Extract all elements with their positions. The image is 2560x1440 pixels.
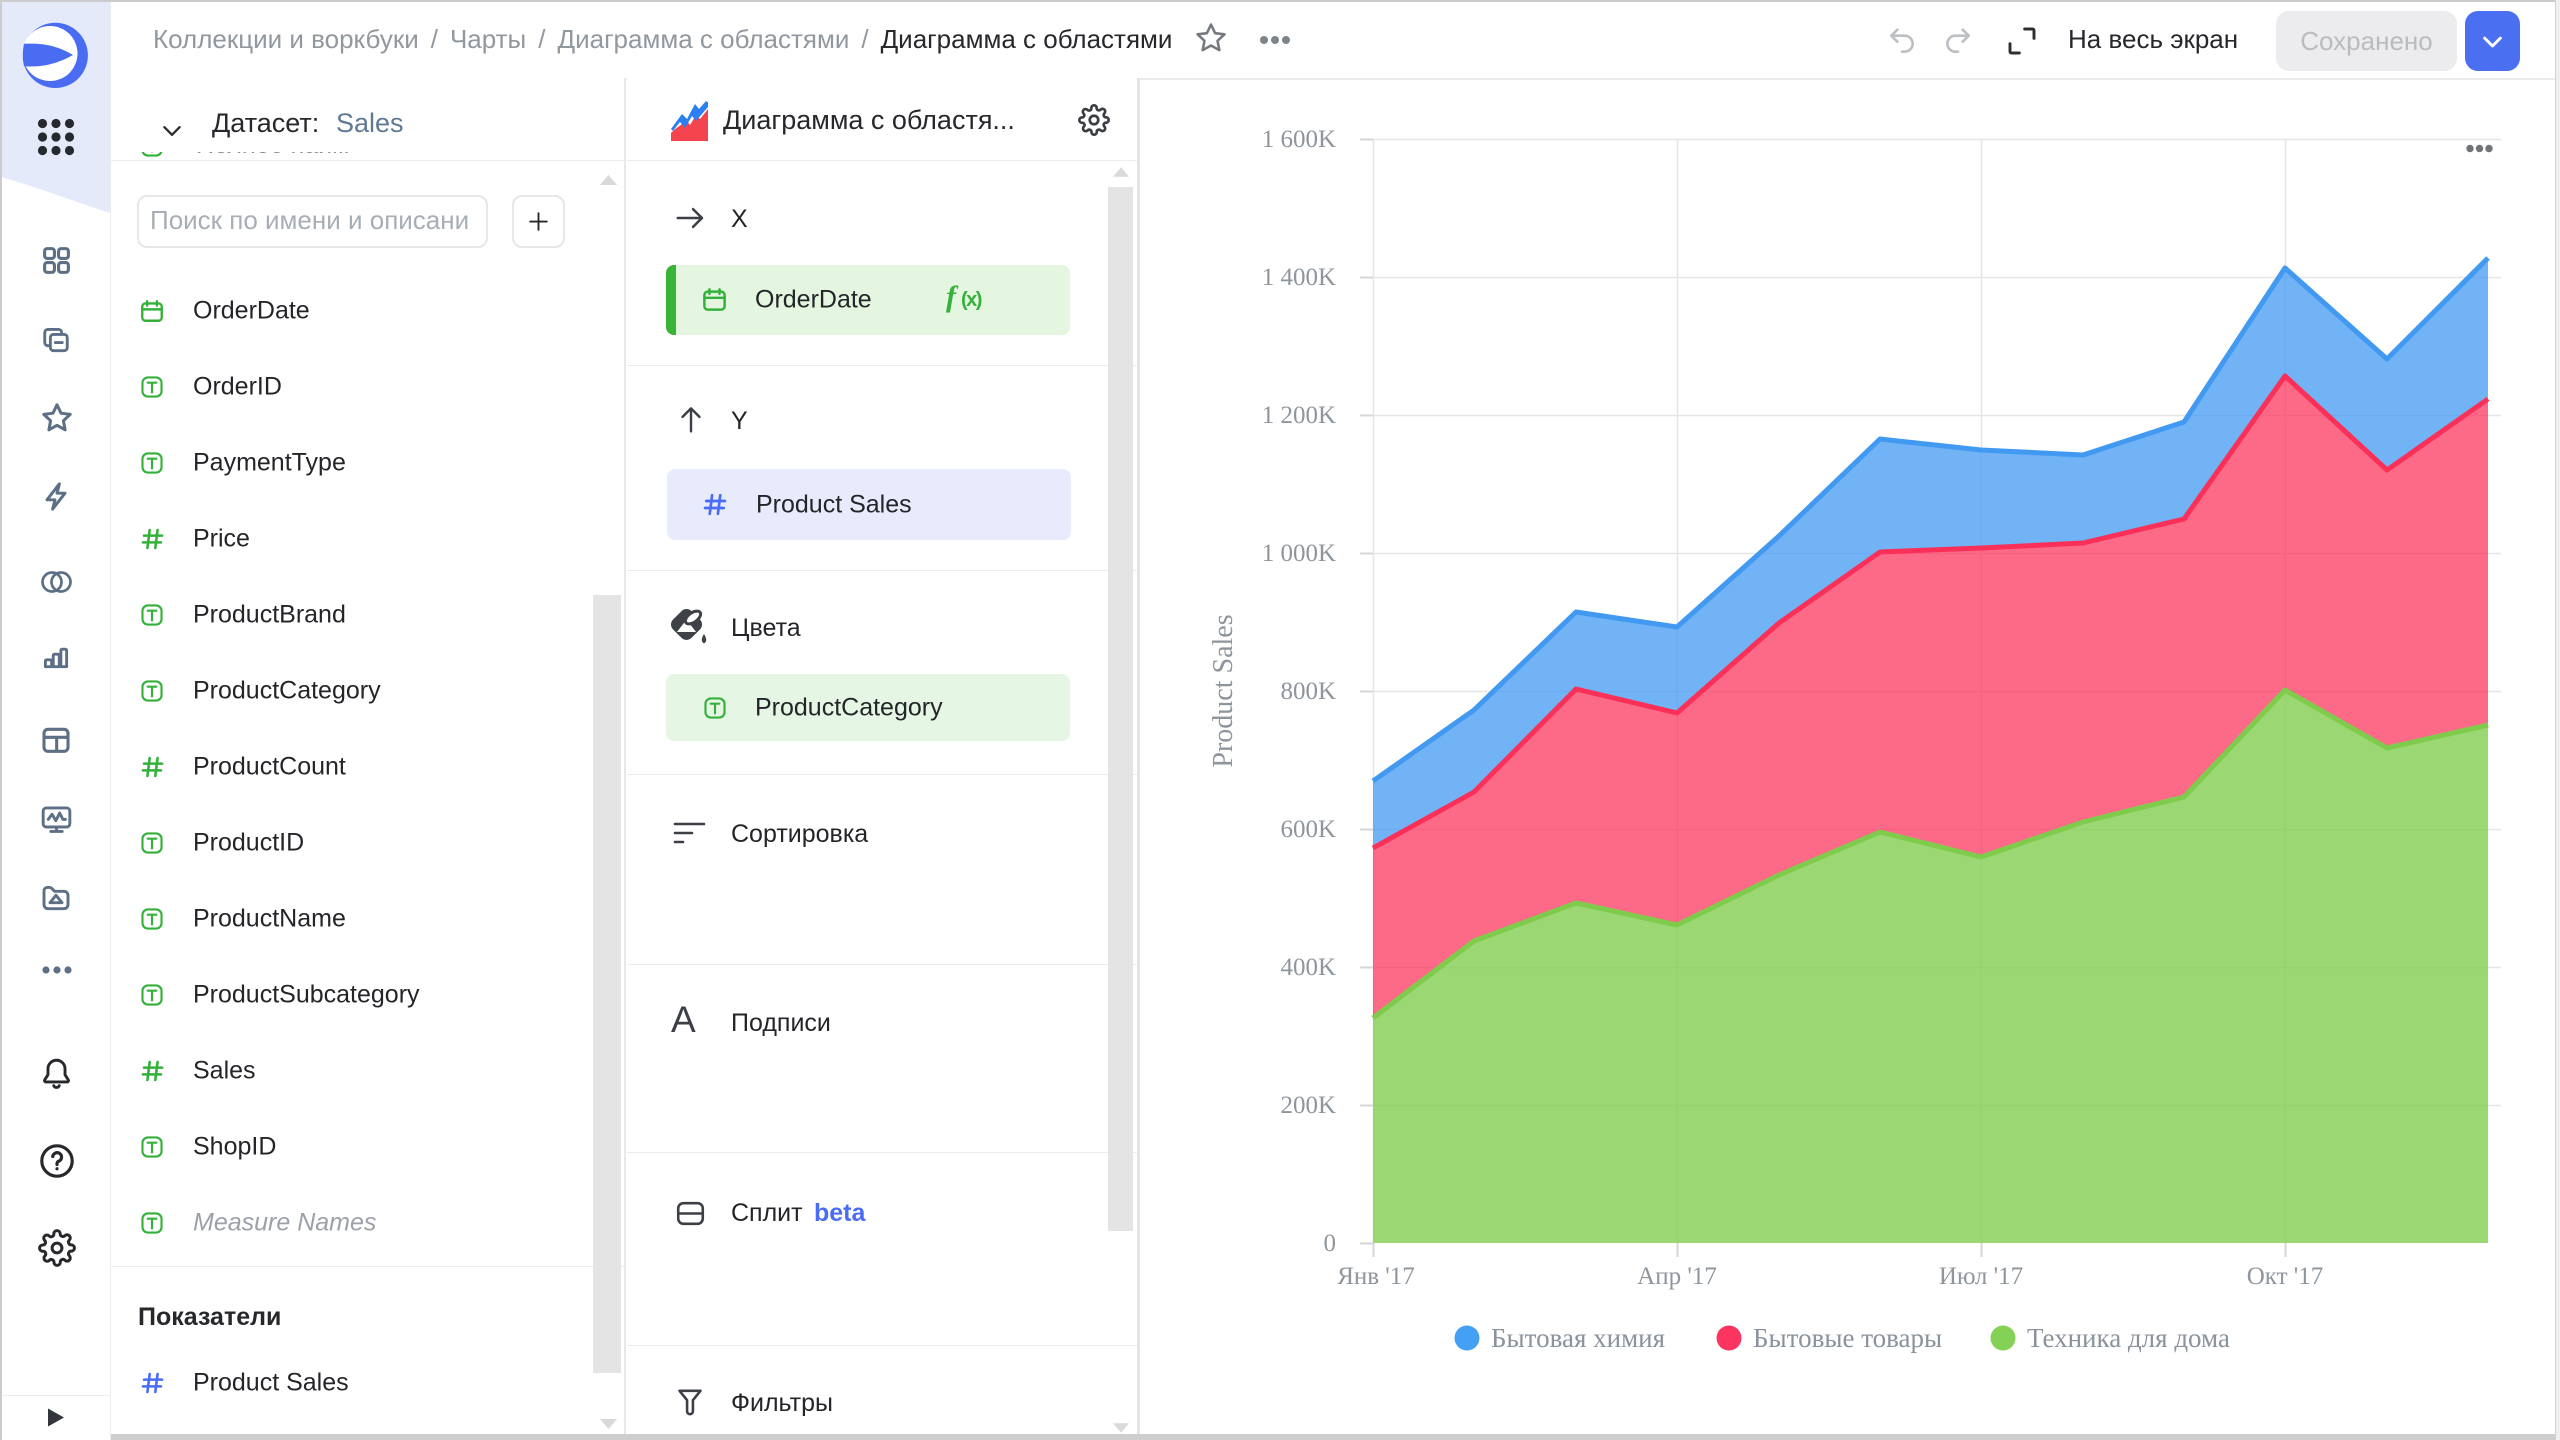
svg-text:Техника для дома: Техника для дома (2027, 1323, 2230, 1353)
svg-text:200K: 200K (1280, 1092, 1336, 1119)
svg-text:Июл '17: Июл '17 (1939, 1263, 2023, 1290)
svg-text:1 400K: 1 400K (1262, 264, 1336, 291)
svg-text:Окт '17: Окт '17 (2247, 1263, 2324, 1290)
svg-text:Бытовая химия: Бытовая химия (1491, 1323, 1665, 1353)
svg-text:1 200K: 1 200K (1262, 402, 1336, 429)
svg-text:600K: 600K (1280, 816, 1336, 843)
svg-text:0: 0 (1324, 1230, 1337, 1257)
svg-text:Апр '17: Апр '17 (1637, 1263, 1717, 1290)
svg-text:Бытовые товары: Бытовые товары (1753, 1323, 1942, 1353)
svg-text:Янв '17: Янв '17 (1337, 1263, 1415, 1290)
svg-text:1 600K: 1 600K (1262, 126, 1336, 153)
svg-text:Product Sales: Product Sales (1208, 614, 1239, 767)
svg-text:1 000K: 1 000K (1262, 540, 1336, 567)
svg-text:400K: 400K (1280, 954, 1336, 981)
svg-text:800K: 800K (1280, 678, 1336, 705)
